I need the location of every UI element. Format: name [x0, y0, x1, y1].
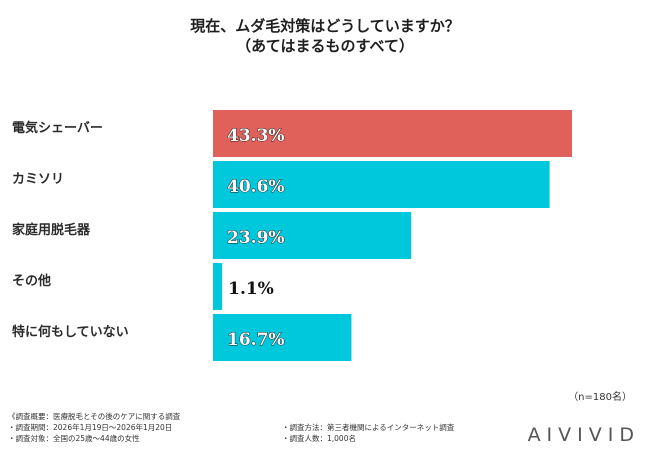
value-label: 43.3% [227, 126, 285, 146]
value-label: 1.1% [228, 279, 274, 299]
value-label: 40.6% [227, 177, 285, 197]
sample-size-note: （n=180名） [568, 392, 632, 403]
footer-line-method: ・調査方法：第三者機関によるインターネット調査 [282, 423, 455, 432]
footer-line-overview: 《調査概要：医療脱毛とその後のケアに関する調査 [8, 412, 181, 421]
bar [213, 110, 572, 157]
chart-title-line1: 現在、ムダ毛対策はどうしていますか？ [190, 17, 460, 35]
category-label: 電気シェーバー [12, 120, 103, 136]
category-label: カミソリ [12, 172, 64, 187]
category-label: 家庭用脱毛器 [12, 222, 91, 238]
bar-chart: 電気シェーバー 43.3% カミソリ 40.6% 家庭用脱毛器 23.9% その他 1.1% 特… [12, 110, 572, 361]
bar [213, 314, 352, 361]
category-label: 特に何もしていない [12, 324, 129, 340]
footer-line-period: ・調査期間：2026年1月19日～2026年1月20日 [8, 423, 173, 432]
value-label: 16.7% [227, 330, 285, 350]
bar [213, 263, 223, 310]
survey-footer-left: 《調査概要：医療脱毛とその後のケアに関する調査 ・調査期間：2026年1月19日… [8, 411, 180, 444]
brand-logo: AIVIVID [527, 424, 640, 446]
bar [213, 161, 550, 208]
survey-footer-right: ・調査方法：第三者機関によるインターネット調査 ・調査人数：1,000名 [282, 422, 454, 444]
footer-line-count: ・調査人数：1,000名 [282, 434, 356, 443]
chart-title-line2: （あてはまるものすべて） [236, 37, 414, 55]
category-label: その他 [12, 273, 51, 289]
value-label: 23.9% [227, 228, 285, 248]
footer-line-target: ・調査対象：全国の25歳～44歳の女性 [8, 434, 140, 443]
bar [213, 212, 412, 259]
